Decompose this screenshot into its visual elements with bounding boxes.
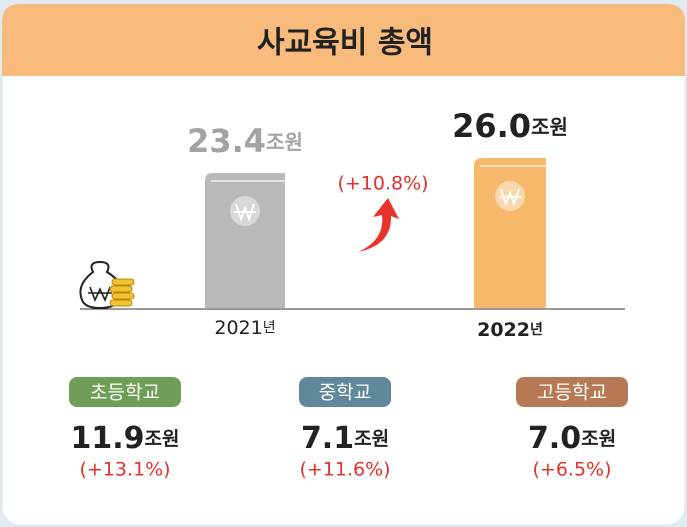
amount: 11.9조원 [71, 421, 180, 456]
value-label: 23.4조원 [187, 122, 303, 160]
category-label: 2021년 [214, 317, 275, 339]
amount: 7.0조원 [528, 421, 616, 456]
bar [474, 158, 546, 308]
won-circle [230, 196, 260, 226]
change: (+6.5%) [532, 459, 611, 481]
change: (+13.1%) [79, 459, 170, 481]
pill-label: 초등학교 [90, 382, 160, 404]
won-circle [495, 181, 525, 211]
won-icon [234, 203, 256, 222]
pill-label: 중학교 [319, 382, 371, 404]
value-label: 26.0조원 [452, 107, 568, 145]
pill [516, 377, 628, 407]
pill [299, 377, 391, 407]
pill [69, 377, 181, 407]
amount: 7.1조원 [301, 421, 389, 456]
bar [205, 173, 285, 308]
change: (+11.6%) [299, 459, 390, 481]
book-body [205, 173, 285, 308]
money-bag-icon [79, 260, 135, 310]
growth-label: (+10.8%) [337, 173, 428, 195]
book-body [474, 158, 546, 308]
header-band [2, 4, 685, 76]
title: 사교육비 총액 [257, 26, 433, 61]
pill-label: 고등학교 [537, 382, 607, 404]
growth-arrow [358, 198, 399, 252]
won-icon [499, 188, 521, 207]
category-label: 2022년 [477, 319, 543, 341]
